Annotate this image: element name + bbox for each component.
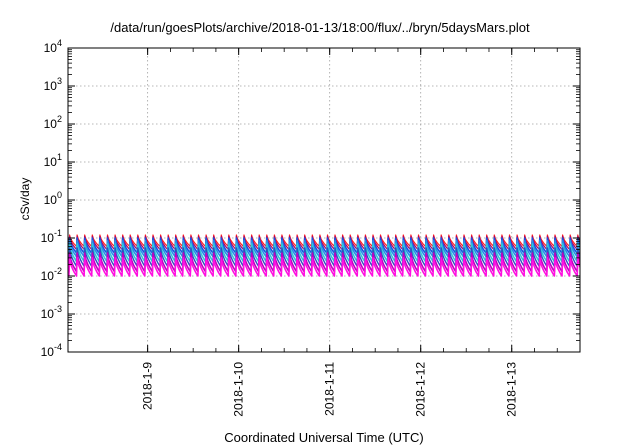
y-tick-label: 100 <box>44 190 62 207</box>
x-axis-label: Coordinated Universal Time (UTC) <box>224 430 424 445</box>
y-axis-label: cSv/day <box>18 177 32 221</box>
y-tick-exponent: -3 <box>54 304 62 314</box>
chart-title: /data/run/goesPlots/archive/2018-01-13/1… <box>110 20 530 35</box>
y-tick-exponent: 2 <box>57 114 62 124</box>
series-line <box>68 257 580 277</box>
y-tick-exponent: -4 <box>54 342 62 352</box>
y-tick-label: 10-2 <box>41 266 62 283</box>
y-tick-exponent: 4 <box>57 38 62 48</box>
y-tick-exponent: -2 <box>54 266 62 276</box>
y-tick-exponent: 0 <box>57 190 62 200</box>
y-tick-label: 103 <box>44 76 62 93</box>
y-tick-exponent: 1 <box>57 152 62 162</box>
plot-border <box>67 47 581 353</box>
y-tick-exponent: -1 <box>54 228 62 238</box>
axes: 10-4 10-3 10-2 1 0 -1 100 101 102 103 104 2018-1-9 2… <box>41 38 581 417</box>
x-tick-label: 2018-1-12 <box>414 362 428 417</box>
y-tick-label: 102 <box>44 114 62 131</box>
y-tick-label: 10-4 <box>41 342 62 359</box>
y-tick-exponent: 3 <box>57 76 62 86</box>
y-tick-label: 101 <box>44 152 62 169</box>
grid <box>68 48 580 352</box>
y-tick-label: 104 <box>44 38 62 55</box>
y-tick-label: 10-3 <box>41 304 62 321</box>
y-axis-label-wrap: cSv/day <box>5 150 45 250</box>
x-tick-label: 2018-1-10 <box>232 362 246 417</box>
x-tick-label: 2018-1-13 <box>505 362 519 417</box>
x-tick-label: 2018-1-11 <box>323 362 337 416</box>
x-tick-label: 2018-1-9 <box>141 362 155 410</box>
series-lines <box>68 234 580 277</box>
